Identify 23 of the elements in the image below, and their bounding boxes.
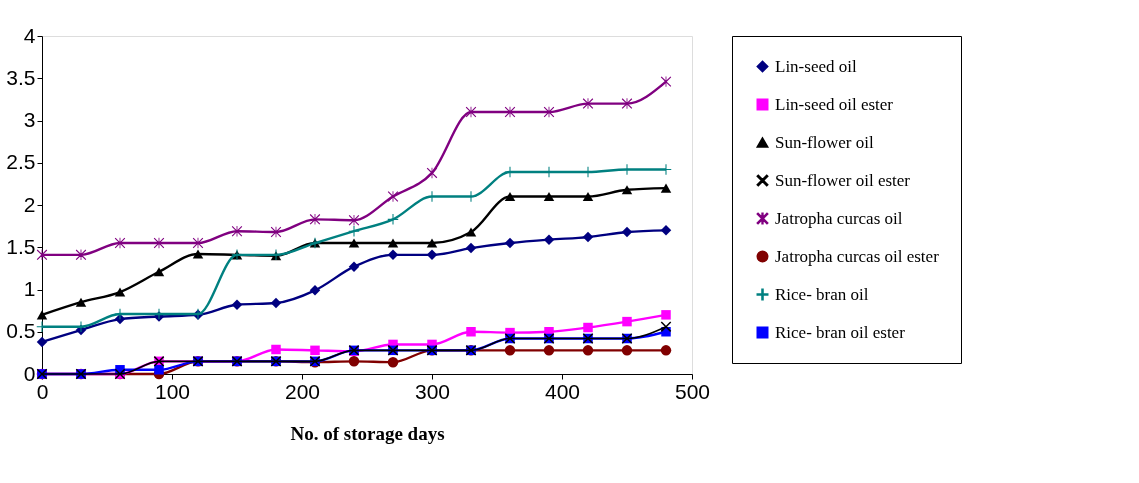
legend-label: Sun-flower oil bbox=[775, 132, 874, 152]
x-tick-label: 100 bbox=[154, 379, 191, 403]
x-tick-label: 200 bbox=[284, 379, 321, 403]
legend-label: Rice- bran oil bbox=[775, 284, 869, 304]
y-tick-label: 0.5 bbox=[6, 319, 36, 343]
x-tick-label: 300 bbox=[414, 379, 451, 403]
y-tick-label: 1.5 bbox=[6, 234, 36, 258]
x-tick-label: 400 bbox=[544, 379, 581, 403]
legend-label: Lin-seed oil ester bbox=[775, 94, 894, 114]
legend-label: Lin-seed oil bbox=[775, 56, 857, 76]
legend-label: Sun-flower oil ester bbox=[775, 170, 911, 190]
y-tick-label: 3 bbox=[23, 108, 36, 131]
y-tick-label: 4 bbox=[23, 23, 36, 47]
y-tick-label: 2.5 bbox=[6, 150, 36, 174]
y-tick-label: 3.5 bbox=[6, 65, 36, 89]
legend-label: Jatropha curcas oil ester bbox=[775, 246, 940, 266]
legend-label: Jatropha curcas oil bbox=[775, 208, 903, 228]
x-tick-label: 500 bbox=[674, 379, 711, 403]
y-tick-label: 1 bbox=[23, 277, 36, 300]
y-tick-label: 2 bbox=[23, 192, 36, 216]
y-tick-label: 0 bbox=[23, 361, 36, 385]
x-axis-title: No. of storage days bbox=[290, 422, 445, 444]
legend-label: Rice- bran oil ester bbox=[775, 322, 906, 342]
